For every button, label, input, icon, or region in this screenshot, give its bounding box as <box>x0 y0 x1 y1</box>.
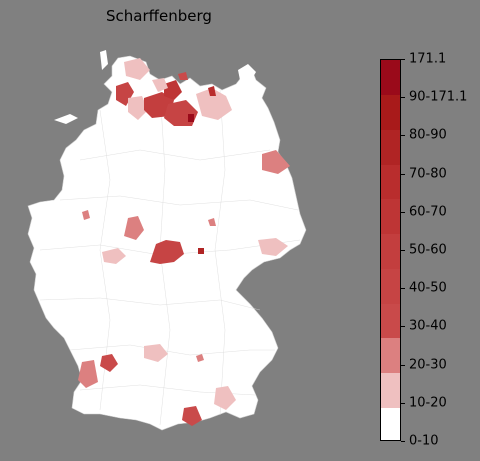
legend-tick-mark <box>401 402 405 404</box>
legend-tick-label: 80-90 <box>409 127 447 143</box>
legend-tick-mark <box>401 364 405 366</box>
legend-tick-label: 40-50 <box>409 280 447 296</box>
district-dark-10 <box>182 406 202 426</box>
legend-color-segment <box>381 303 400 339</box>
legend-color-segment <box>381 129 400 165</box>
legend-tick-mark <box>401 59 405 60</box>
district-dark-7 <box>150 240 184 264</box>
district-dark-3 <box>164 80 182 100</box>
legend-tick-mark <box>401 250 405 251</box>
legend-tick-label: 30-40 <box>409 318 447 334</box>
district-max <box>188 114 194 122</box>
legend-color-segment <box>381 233 400 269</box>
legend-tick-label: 90-171.1 <box>409 89 468 105</box>
legend-tick-mark <box>401 288 405 290</box>
district-mid-6 <box>78 360 98 388</box>
district-light-8 <box>214 386 236 410</box>
legend-tick-label: 20-30 <box>409 357 447 373</box>
legend-tick-mark <box>401 441 405 442</box>
legend-tick-label: 0-10 <box>409 433 439 449</box>
island-east <box>238 64 256 82</box>
district-mid-1 <box>262 150 290 174</box>
shaded-districts <box>78 58 290 426</box>
district-dark-1 <box>116 82 134 106</box>
district-light-6 <box>258 238 288 256</box>
district-light-1 <box>124 58 150 80</box>
district-dark-8 <box>198 248 204 254</box>
island-west <box>54 114 78 124</box>
legend-color-segment <box>381 94 400 130</box>
legend-tick-mark <box>401 173 405 175</box>
legend-colorbar <box>380 59 401 441</box>
district-dark-9 <box>100 354 118 372</box>
legend-color-segment <box>381 337 400 374</box>
island-north <box>100 50 108 70</box>
legend-color-segment <box>381 60 400 96</box>
district-mid-5 <box>196 354 204 362</box>
legend-tick-label: 70-80 <box>409 166 447 182</box>
district-dark-6 <box>208 86 216 96</box>
legend-tick-mark <box>401 211 405 213</box>
legend-tick-label: 171.1 <box>409 51 447 67</box>
germany-choropleth-map <box>27 50 307 431</box>
legend-tick-label: 50-60 <box>409 242 447 258</box>
legend-color-segment <box>381 407 400 440</box>
district-dark-4 <box>178 72 188 80</box>
district-light-2 <box>128 96 148 120</box>
legend-tick-mark <box>401 135 405 137</box>
legend-color-segment <box>381 198 400 235</box>
legend-tick-label: 10-20 <box>409 395 447 411</box>
district-mid-2 <box>82 210 90 220</box>
legend-tick-label: 60-70 <box>409 204 447 220</box>
map-title: Scharffenberg <box>106 7 212 25</box>
district-light-3 <box>152 78 168 92</box>
district-light-5 <box>102 248 126 264</box>
legend-color-segment <box>381 164 400 200</box>
legend-color-segment <box>381 268 400 304</box>
district-mid-3 <box>124 216 144 240</box>
district-light-4 <box>196 88 232 120</box>
legend-color-segment <box>381 372 400 408</box>
legend-tick-mark <box>401 326 405 328</box>
legend-tick-mark <box>401 97 405 99</box>
district-light-7 <box>144 344 168 362</box>
district-mid-4 <box>208 218 216 226</box>
